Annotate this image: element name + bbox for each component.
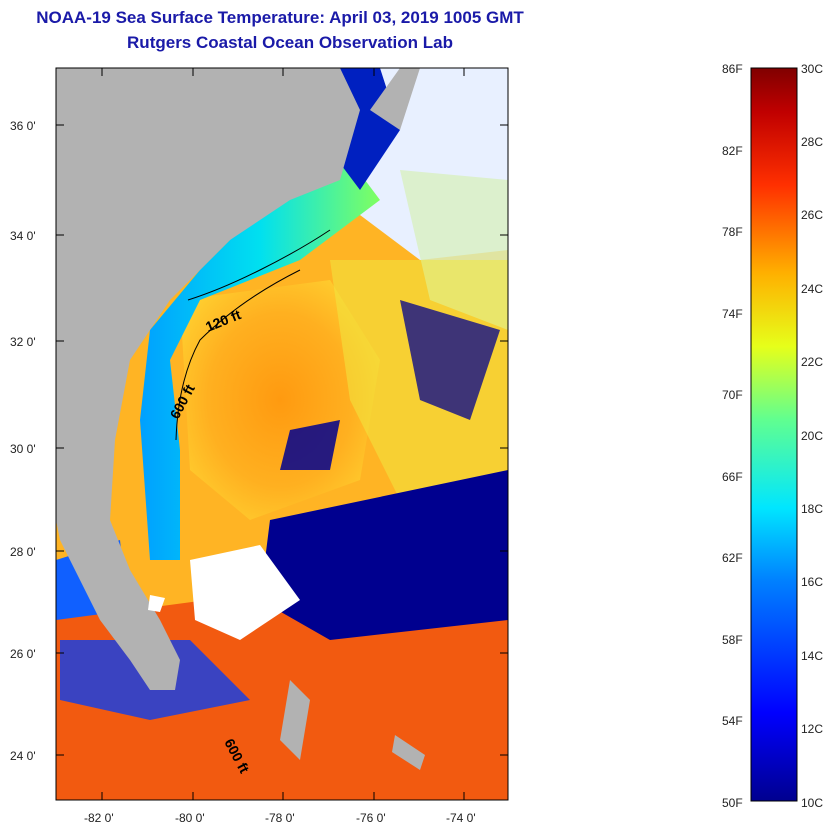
colorbar-gradient (750, 67, 798, 802)
bahamas-island-andros (280, 680, 310, 760)
colorbar-f-58: 58F (722, 633, 743, 647)
longitude-axis: -82 0' -80 0' -78 0' -76 0' -74 0' (84, 68, 476, 825)
colorbar-f-66: 66F (722, 470, 743, 484)
outer-banks-land (370, 68, 420, 130)
lon-label-80: -80 0' (175, 811, 205, 825)
colorbar: 86F 82F 78F 74F 70F 66F 62F 58F 54F 50F … (722, 62, 823, 810)
colorbar-f-70: 70F (722, 388, 743, 402)
lon-label-78: -78 0' (265, 811, 295, 825)
cold-cloud-patch-east (400, 300, 500, 420)
map-title: NOAA-19 Sea Surface Temperature: April 0… (36, 8, 524, 27)
cloud-patch-straits (190, 545, 300, 640)
sst-image-layer (56, 68, 508, 800)
lat-label-24: 24 0' (10, 749, 36, 763)
cool-shelf-water (140, 160, 380, 560)
colorbar-f-78: 78F (722, 225, 743, 239)
colorbar-f-74: 74F (722, 307, 743, 321)
lat-label-26: 26 0' (10, 647, 36, 661)
lon-label-76: -76 0' (356, 811, 386, 825)
colorbar-f-62: 62F (722, 551, 743, 565)
colorbar-f-54: 54F (722, 714, 743, 728)
colorbar-c-20: 20C (801, 429, 823, 443)
colorbar-c-22: 22C (801, 355, 823, 369)
cold-cloud-patch-small (280, 420, 340, 470)
lat-label-28: 28 0' (10, 545, 36, 559)
lon-label-74: -74 0' (446, 811, 476, 825)
colorbar-c-28: 28C (801, 135, 823, 149)
colorbar-f-82: 82F (722, 144, 743, 158)
map-frame (55, 67, 509, 801)
lat-tick-marks (56, 124, 508, 756)
colorbar-c-26: 26C (801, 208, 823, 222)
lat-label-34: 34 0' (10, 229, 36, 243)
lake-okeechobee-cloud (148, 595, 165, 612)
lat-label-30: 30 0' (10, 442, 36, 456)
lon-tick-marks (101, 68, 465, 800)
colorbar-c-14: 14C (801, 649, 823, 663)
isobath-120ft (187, 229, 331, 301)
lat-label-36: 36 0' (10, 119, 36, 133)
colorbar-c-12: 12C (801, 722, 823, 736)
colorbar-c-30: 30C (801, 62, 823, 76)
colorbar-c-24: 24C (801, 282, 823, 296)
latitude-axis: 24 0' 26 0' 28 0' 30 0' 32 0' 34 0' 36 0… (10, 119, 508, 763)
colorbar-c-16: 16C (801, 575, 823, 589)
cold-cloud-band-central (260, 470, 508, 640)
colorbar-c-10: 10C (801, 796, 823, 810)
colorbar-c-18: 18C (801, 502, 823, 516)
isobath-600ft (175, 269, 301, 441)
land-mass-southeast-us (56, 68, 360, 690)
lat-label-32: 32 0' (10, 335, 36, 349)
colorbar-f-50: 50F (722, 796, 743, 810)
colorbar-f-86: 86F (722, 62, 743, 76)
map-subtitle: Rutgers Coastal Ocean Observation Lab (127, 33, 453, 52)
lon-label-82: -82 0' (84, 811, 114, 825)
bahamas-island-east (392, 735, 425, 770)
